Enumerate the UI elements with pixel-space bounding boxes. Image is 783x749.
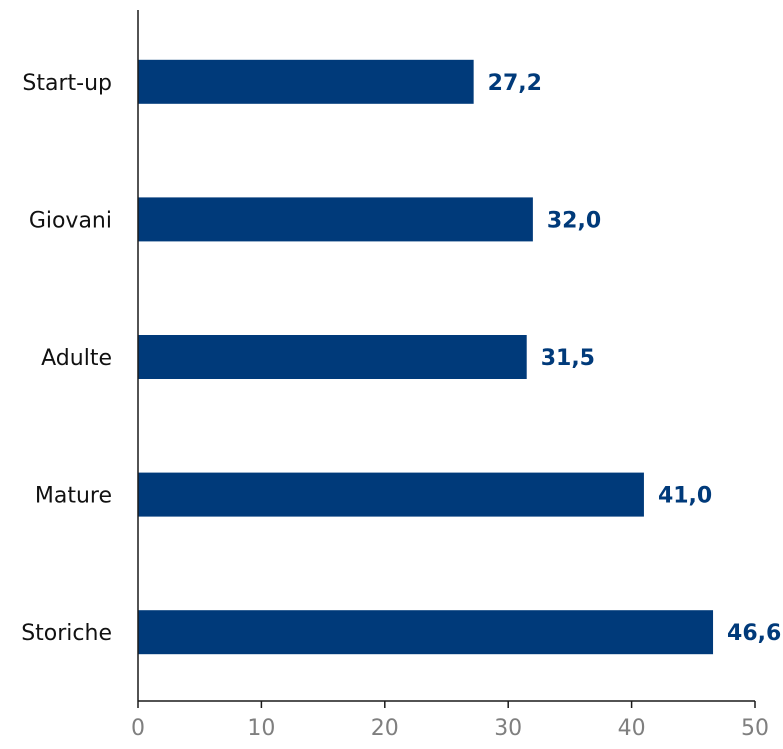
bar-giovani [138,197,533,242]
ticks-layer: 0 10 20 30 40 50 [131,701,769,741]
category-label: Adulte [41,346,112,371]
bar-adulte [138,335,527,379]
bar-start-up [138,59,474,104]
x-tick-label: 20 [371,716,399,741]
data-label: 32,0 [547,208,601,233]
x-tick-label: 0 [131,716,145,741]
data-label: 46,6 [727,621,781,646]
category-label: Mature [35,484,112,509]
x-tick-label: 50 [741,716,769,741]
category-label: Start-up [22,71,112,96]
data-label: 27,2 [488,71,542,96]
value-labels-layer: 27,2 32,0 31,5 41,0 46,6 [488,71,782,646]
axes-layer [137,10,755,702]
x-tick-label: 40 [618,716,646,741]
category-label: Giovani [29,208,112,233]
bar-mature [138,472,644,517]
data-label: 41,0 [658,484,712,509]
x-tick-label: 10 [247,716,275,741]
data-label: 31,5 [541,346,595,371]
category-labels-layer: Start-up Giovani Adulte Mature Storiche [21,71,112,646]
category-label: Storiche [21,621,112,646]
bar-storiche [138,610,714,655]
bars-layer [138,59,714,655]
x-tick-label: 30 [494,716,522,741]
